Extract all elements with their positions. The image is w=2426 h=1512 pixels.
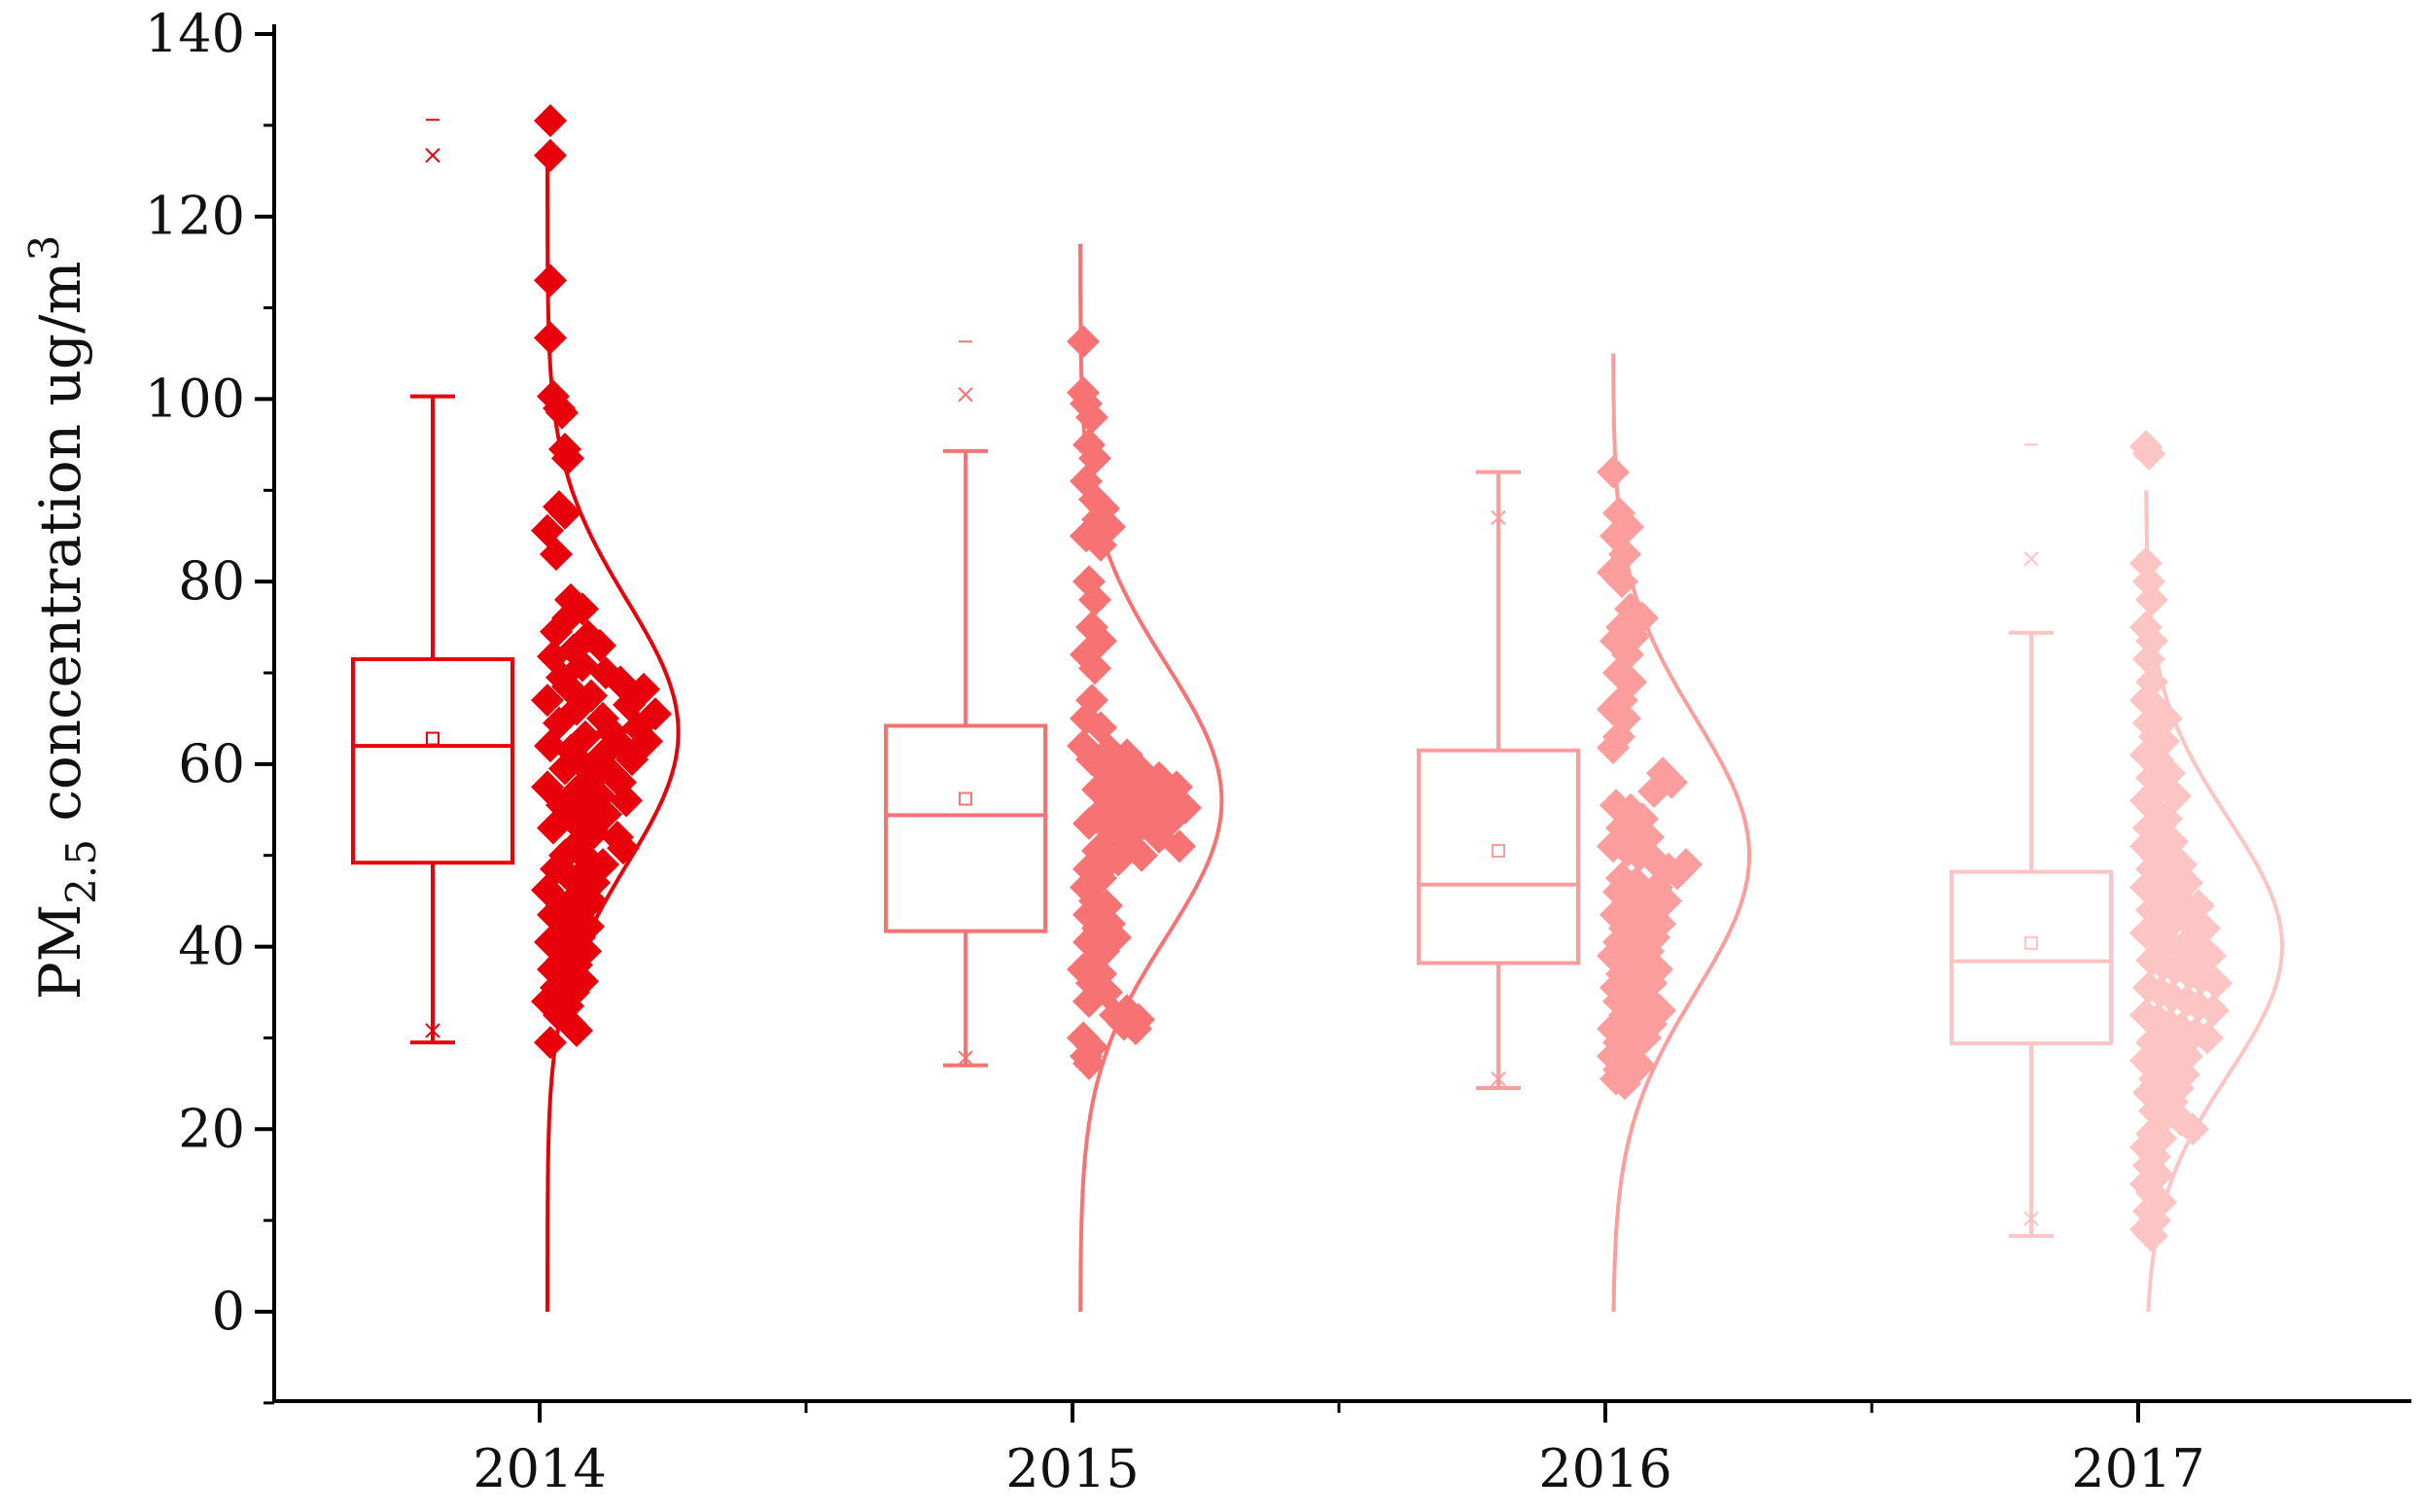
y-tick-label: 0 [212,1281,245,1342]
mean-marker [1492,844,1505,859]
data-point [2132,642,2165,676]
data-point [2135,582,2168,616]
data-point [537,811,570,845]
iqr-box [1950,869,2113,1046]
data-point [551,441,584,475]
data-point [2197,994,2230,1028]
data-point [1597,730,1630,764]
series-2016 [1417,353,1752,1313]
outlier-x-high [1491,510,1506,526]
outlier-x-low [958,1050,973,1066]
y-label-superscript: 3 [20,235,68,262]
data-point [545,396,579,430]
data-point [610,784,643,818]
x-tick-label: 2014 [473,1438,606,1499]
series-2014 [351,104,681,1312]
x-tick-label: 2016 [1538,1438,1671,1499]
series-group [351,104,2285,1313]
data-point [607,831,640,865]
y-tick-label: 60 [178,733,245,794]
series-2015 [884,243,1224,1313]
data-point [1608,1067,1641,1101]
mean-marker [2024,935,2038,950]
data-point [615,743,649,777]
y-tick-label: 20 [178,1098,245,1159]
iqr-box [1417,748,1580,966]
outlier-x-high [425,148,440,163]
data-point [560,1013,593,1047]
y-tick-label: 40 [178,916,245,977]
mean-marker [426,731,439,746]
data-point [566,965,599,999]
x-tick-label: 2017 [2071,1438,2204,1499]
outlier-x-high [958,387,973,403]
data-point [534,1026,567,1060]
data-point [548,496,581,530]
x-tick-label: 2015 [1005,1438,1139,1499]
data-point [2199,967,2233,1001]
data-point [1597,455,1630,489]
data-point [1075,401,1108,435]
data-point [2135,1219,2168,1253]
data-point [540,615,573,649]
data-point [1067,325,1100,359]
data-point [531,684,564,718]
data-point [1072,1046,1106,1080]
data-point [534,264,567,298]
y-tick-label: 100 [145,368,245,429]
data-point [534,138,567,172]
outlier-x-low [2023,1211,2039,1226]
data-point [2191,1021,2224,1055]
data-point [1605,565,1638,599]
data-point [1078,582,1111,616]
data-point [1125,838,1158,872]
y-axis-label-group: PM2.5 concentration ug/m3 [20,235,105,1001]
data-point [534,321,567,355]
y-axis-label: PM2.5 concentration ug/m3 [20,235,105,1001]
data-point [1084,528,1117,562]
data-point [1637,775,1670,809]
outlier-x-low [1491,1071,1506,1087]
y-tick-label: 80 [178,550,245,612]
series-2017 [1950,430,2285,1313]
data-point [1119,1012,1152,1046]
data-point [1163,829,1196,863]
data-point [540,537,573,571]
data-point [1661,857,1694,891]
data-point [1072,984,1106,1018]
y-label-subscript: 2.5 [57,839,105,904]
y-tick-label: 120 [145,186,245,247]
y-label-rest: concentration ug/m [27,261,93,839]
iqr-box [351,656,514,865]
data-point [2176,1112,2209,1146]
y-tick-label: 140 [145,3,245,64]
outlier-x-low [425,1023,440,1038]
data-point [2132,437,2165,471]
data-point [548,752,581,786]
data-point [534,104,567,138]
data-point [1078,651,1111,686]
data-point [583,628,616,662]
iqr-box [884,723,1047,933]
mean-marker [959,791,972,806]
outlier-x-high [2023,550,2039,567]
axes-group: 0 20 40 60 80 100 120 140 2014 2015 2016 2017 [145,3,2411,1499]
y-label-main: PM [27,904,93,1000]
